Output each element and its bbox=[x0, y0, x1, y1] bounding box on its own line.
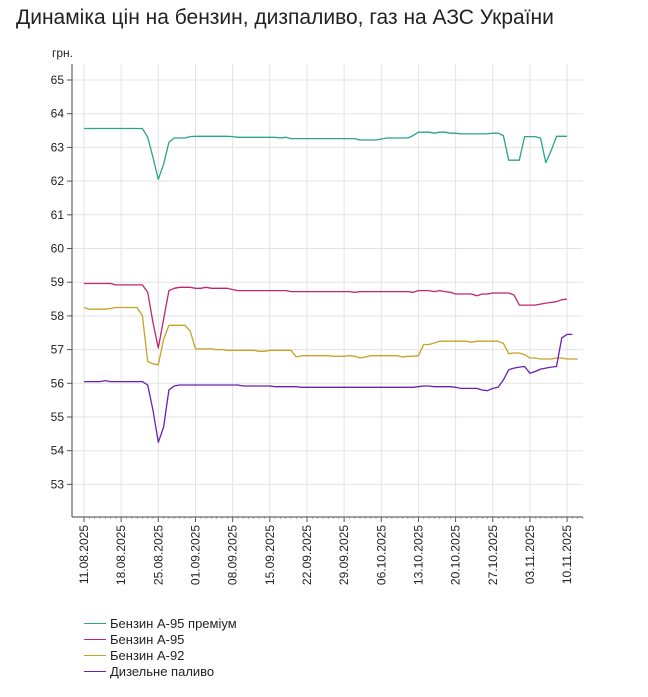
x-tick-label: 10.11.2025 bbox=[560, 525, 574, 584]
series-line-1 bbox=[84, 127, 568, 181]
series-line-3 bbox=[83, 306, 578, 366]
series-line-2 bbox=[84, 282, 568, 349]
legend-swatch bbox=[84, 671, 106, 672]
y-tick-labels: 53 54 55 56 57 58 59 60 61 62 63 64 65 bbox=[51, 73, 65, 491]
legend-item[interactable]: Бензин А-95 bbox=[84, 632, 237, 647]
y-tick-label: 60 bbox=[51, 242, 65, 256]
y-tick-label: 53 bbox=[51, 477, 65, 491]
legend-label: Бензин А-95 bbox=[110, 632, 185, 647]
y-tick-label: 57 bbox=[51, 343, 65, 357]
x-tick-label: 22.09.2025 bbox=[300, 525, 314, 585]
x-tick-label: 06.10.2025 bbox=[374, 525, 388, 585]
y-axis-unit: грн. bbox=[52, 46, 73, 60]
legend-swatch bbox=[84, 623, 106, 624]
x-tick-label: 13.10.2025 bbox=[411, 525, 425, 585]
series-lines bbox=[83, 127, 578, 443]
x-tick-label: 25.08.2025 bbox=[151, 525, 165, 585]
chart-title: Динаміка цін на бензин, дизпаливо, газ н… bbox=[16, 6, 554, 29]
legend-swatch bbox=[84, 639, 106, 640]
x-tick-label: 08.09.2025 bbox=[226, 525, 240, 585]
grid-lines bbox=[72, 64, 583, 517]
x-tick-label: 01.09.2025 bbox=[188, 525, 202, 585]
x-tick-labels: 11.08.2025 18.08.2025 25.08.2025 01.09.2025… bbox=[77, 525, 574, 585]
legend-label: Бензин А-92 bbox=[110, 648, 185, 663]
legend-item[interactable]: Дизельне паливо bbox=[84, 664, 237, 679]
y-tick-label: 65 bbox=[51, 73, 65, 87]
y-tick-label: 58 bbox=[51, 309, 65, 323]
y-tick-label: 54 bbox=[51, 444, 65, 458]
y-tick-label: 56 bbox=[51, 376, 65, 390]
y-tick-label: 62 bbox=[51, 174, 65, 188]
legend: Бензин А-95 преміум Бензин А-95 Бензин А-9… bbox=[84, 616, 237, 680]
x-tick-label: 27.10.2025 bbox=[486, 525, 500, 585]
y-tick-label: 55 bbox=[51, 410, 65, 424]
legend-item[interactable]: Бензин А-92 bbox=[84, 648, 237, 663]
x-tick-label: 29.09.2025 bbox=[337, 525, 351, 585]
series-line-4 bbox=[84, 333, 573, 443]
axes bbox=[67, 64, 584, 522]
x-tick-label: 20.10.2025 bbox=[449, 525, 463, 585]
x-tick-label: 11.08.2025 bbox=[77, 525, 91, 584]
y-tick-label: 63 bbox=[51, 140, 65, 154]
legend-label: Дизельне паливо bbox=[110, 664, 215, 679]
y-tick-label: 61 bbox=[51, 208, 65, 222]
x-tick-label: 15.09.2025 bbox=[263, 525, 277, 585]
legend-label: Бензин А-95 преміум bbox=[110, 616, 237, 631]
y-tick-label: 59 bbox=[51, 275, 65, 289]
legend-swatch bbox=[84, 655, 106, 656]
legend-item[interactable]: Бензин А-95 преміум bbox=[84, 616, 237, 631]
y-tick-label: 64 bbox=[51, 107, 65, 121]
x-tick-label: 18.08.2025 bbox=[114, 525, 128, 585]
x-tick-label: 03.11.2025 bbox=[523, 525, 537, 584]
